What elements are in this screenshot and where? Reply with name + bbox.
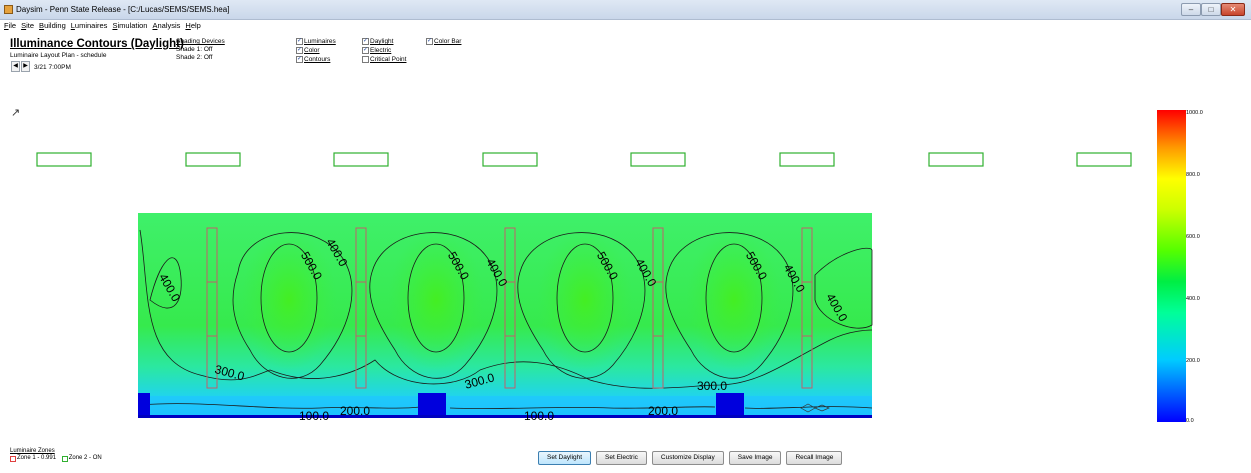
- maximize-icon: □: [1208, 5, 1214, 14]
- recall-image-button[interactable]: Recall Image: [786, 451, 843, 465]
- contour-field: 400.0 500.0 400.0 500.0 400.0 500.0 400.…: [138, 213, 873, 423]
- colorbar-tick: 1000.0: [1186, 110, 1203, 116]
- checkbox-daylight[interactable]: ✓: [362, 38, 369, 45]
- luminaire[interactable]: [36, 152, 92, 167]
- option-label: Contours: [304, 56, 331, 63]
- option-color[interactable]: ✓ Color: [296, 46, 336, 55]
- maximize-button[interactable]: □: [1201, 3, 1221, 16]
- menu-bar: File Site Building Luminaires Simulation…: [0, 20, 1251, 32]
- luminaire-row: [36, 152, 1132, 167]
- set-daylight-button[interactable]: Set Daylight: [538, 451, 592, 465]
- page-subtitle: Luminaire Layout Plan - schedule: [10, 52, 107, 59]
- colorbar-tick: 200.0: [1186, 358, 1200, 364]
- menu-building[interactable]: Building: [39, 21, 66, 30]
- action-button-bar: Set Daylight Set Electric Customize Disp…: [538, 451, 843, 465]
- next-time-button[interactable]: ▶: [21, 61, 30, 72]
- zone-swatch: [61, 455, 68, 462]
- checkbox-contours[interactable]: ✓: [296, 56, 303, 63]
- prev-time-button[interactable]: ◀: [11, 61, 20, 72]
- zone-swatch: [10, 455, 16, 462]
- option-critical-point[interactable]: Critical Point: [362, 55, 406, 64]
- options-col-1: ✓ Luminaires ✓ Color ✓ Contours: [296, 37, 336, 64]
- colorbar-tick: 0.0: [1186, 418, 1194, 424]
- luminaire-zones: Luminaire Zones Zone 1 - 0.991 Zone 2 - …: [10, 448, 106, 465]
- customize-display-button[interactable]: Customize Display: [651, 451, 724, 465]
- luminaire[interactable]: [185, 152, 241, 167]
- checkbox-color[interactable]: ✓: [296, 47, 303, 54]
- shade-2-status: Shade 2: Off: [176, 54, 213, 61]
- save-image-button[interactable]: Save Image: [728, 451, 782, 465]
- zone-2[interactable]: Zone 2 - ON: [61, 455, 102, 462]
- option-luminaires[interactable]: ✓ Luminaires: [296, 37, 336, 46]
- chevron-left-icon: ◀: [13, 63, 18, 69]
- layout-plan: 400.0 500.0 400.0 500.0 400.0 500.0 400.…: [36, 152, 1132, 423]
- option-label: Color: [304, 47, 320, 54]
- zone-label: Zone 1 - 0.991: [17, 455, 57, 461]
- north-arrow-icon: ↗: [11, 107, 21, 119]
- shade-1-status: Shade 1: Off: [176, 46, 213, 53]
- menu-site[interactable]: Site: [21, 21, 35, 30]
- set-electric-button[interactable]: Set Electric: [596, 451, 647, 465]
- zone-label: Zone 2 - ON: [68, 455, 102, 461]
- luminaire[interactable]: [928, 152, 984, 167]
- menu-analysis[interactable]: Analysis: [152, 21, 181, 30]
- close-button[interactable]: ✕: [1221, 3, 1245, 16]
- checkbox-electric[interactable]: ✓: [362, 47, 369, 54]
- options-col-3: ✓ Color Bar: [426, 37, 461, 46]
- menu-help[interactable]: Help: [185, 21, 201, 30]
- app-icon: [4, 5, 13, 14]
- option-color-bar[interactable]: ✓ Color Bar: [426, 37, 461, 46]
- option-electric[interactable]: ✓ Electric: [362, 46, 406, 55]
- luminaire[interactable]: [1076, 152, 1132, 167]
- colorbar-tick: 600.0: [1186, 234, 1200, 240]
- option-label: Critical Point: [370, 56, 407, 63]
- luminaire[interactable]: [333, 152, 389, 167]
- title-bar: Daysim - Penn State Release - [C:/Lucas/…: [0, 0, 1251, 20]
- menu-luminaires[interactable]: Luminaires: [70, 21, 108, 30]
- luminaire[interactable]: [630, 152, 686, 167]
- option-label: Daylight: [370, 38, 394, 45]
- checkbox-critical-point[interactable]: [362, 56, 369, 63]
- menu-file[interactable]: File: [4, 21, 17, 30]
- page-title: Illuminance Contours (Daylight): [10, 38, 184, 50]
- window-title: Daysim - Penn State Release - [C:/Lucas/…: [16, 5, 230, 14]
- option-contours[interactable]: ✓ Contours: [296, 55, 336, 64]
- zones-title[interactable]: Luminaire Zones: [10, 448, 55, 454]
- shading-devices: Shading Devices Shade 1: Off Shade 2: Of…: [176, 38, 225, 62]
- minimize-icon: –: [1188, 5, 1194, 14]
- option-daylight[interactable]: ✓ Daylight: [362, 37, 406, 46]
- luminaire[interactable]: [482, 152, 538, 167]
- luminaire[interactable]: [779, 152, 835, 167]
- close-icon: ✕: [1229, 5, 1237, 14]
- colorbar-tick: 400.0: [1186, 296, 1200, 302]
- time-label: 3/21 7:00PM: [34, 64, 71, 71]
- shading-title[interactable]: Shading Devices: [176, 38, 225, 45]
- contour-label: 100.0: [299, 409, 329, 423]
- color-bar: [1157, 110, 1186, 422]
- contour-label: 300.0: [697, 379, 727, 393]
- colorbar-tick: 800.0: [1186, 172, 1200, 178]
- contour-label: 100.0: [524, 409, 554, 423]
- option-label: Luminaires: [304, 38, 336, 45]
- checkbox-luminaires[interactable]: ✓: [296, 38, 303, 45]
- option-label: Color Bar: [434, 38, 462, 45]
- options-col-2: ✓ Daylight ✓ Electric Critical Point: [362, 37, 406, 64]
- checkbox-color-bar[interactable]: ✓: [426, 38, 433, 45]
- chevron-right-icon: ▶: [23, 63, 28, 69]
- zone-1[interactable]: Zone 1 - 0.991: [10, 455, 56, 462]
- contour-label: 200.0: [648, 404, 678, 418]
- contour-label: 200.0: [340, 404, 370, 418]
- menu-simulation[interactable]: Simulation: [112, 21, 148, 30]
- minimize-button[interactable]: –: [1181, 3, 1201, 16]
- option-label: Electric: [370, 47, 392, 54]
